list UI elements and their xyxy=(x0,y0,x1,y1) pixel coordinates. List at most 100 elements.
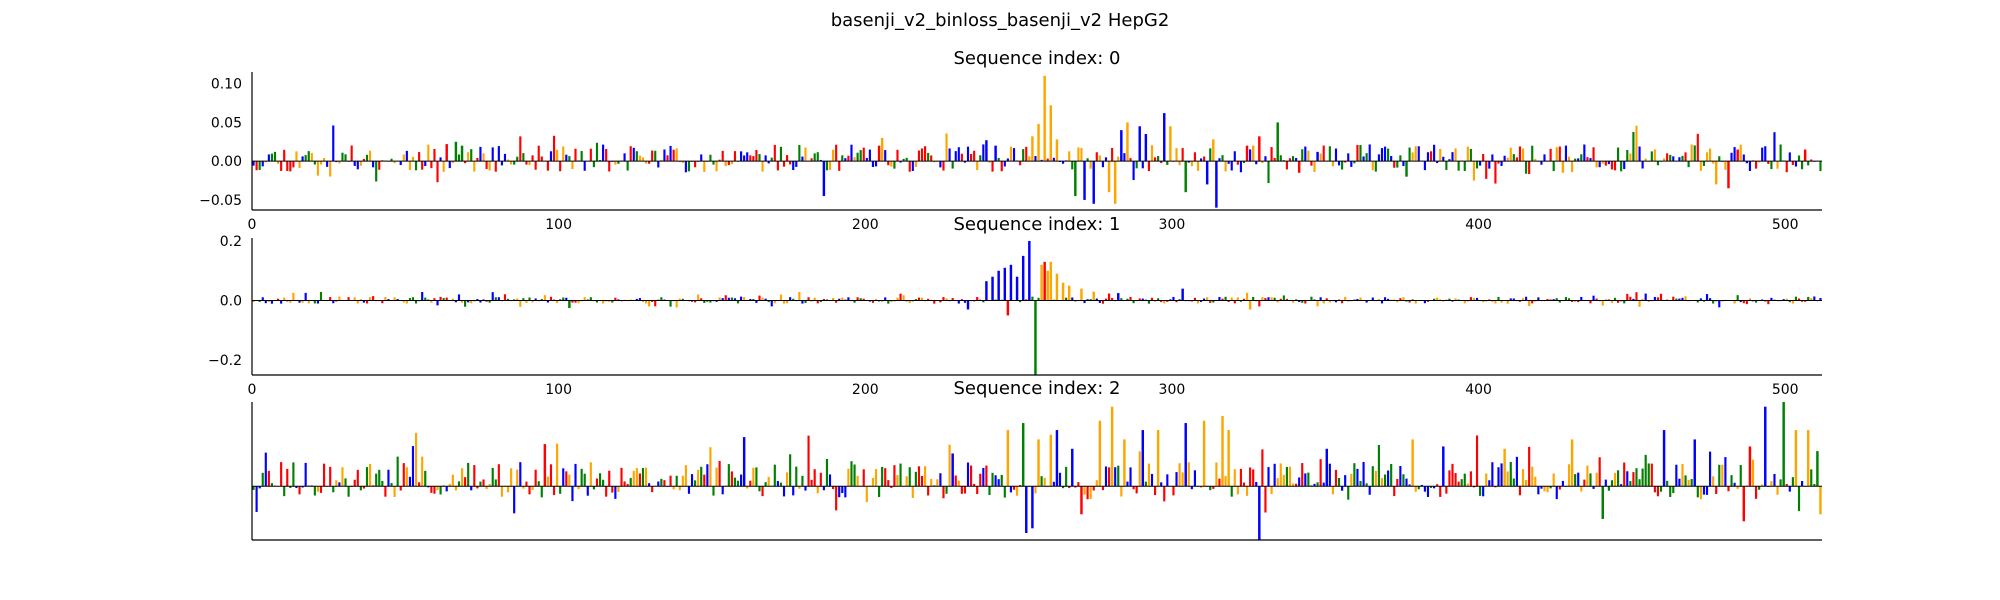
logo-glyph xyxy=(1019,485,1022,487)
logo-glyph xyxy=(1086,158,1089,162)
logo-glyph xyxy=(951,161,954,169)
logo-glyph xyxy=(758,486,761,492)
logo-glyph xyxy=(286,161,289,172)
logo-feature-20 xyxy=(1227,430,1230,487)
logo-glyph xyxy=(881,300,884,302)
logo-glyph xyxy=(1337,298,1341,301)
logo-glyph xyxy=(1249,467,1252,487)
logo-glyph xyxy=(694,300,697,303)
logo-glyph xyxy=(448,161,451,169)
logo-glyph xyxy=(884,468,887,487)
logo-glyph xyxy=(813,297,816,301)
logo-glyph xyxy=(736,480,740,487)
logo-glyph xyxy=(608,470,611,487)
logo-glyph xyxy=(1687,480,1690,487)
logo-glyph xyxy=(1111,147,1114,162)
logo-glyph xyxy=(1678,478,1681,487)
logo-glyph xyxy=(973,150,976,162)
logo-glyph xyxy=(724,295,727,301)
logo-glyph xyxy=(1074,486,1077,488)
logo-feature-4 xyxy=(1003,267,1007,301)
logo-glyph xyxy=(559,299,562,301)
logo-glyph xyxy=(1000,161,1003,172)
logo-glyph xyxy=(1150,145,1154,162)
logo-glyph xyxy=(874,298,878,301)
logo-glyph xyxy=(1761,484,1764,487)
logo-glyph xyxy=(531,300,534,303)
logo-glyph xyxy=(519,462,522,487)
logo-glyph xyxy=(675,148,678,162)
logo-glyph xyxy=(589,297,592,301)
logo-glyph xyxy=(1531,300,1534,304)
logo-glyph xyxy=(1439,486,1442,497)
logo-glyph xyxy=(1586,157,1589,162)
logo-glyph xyxy=(1598,457,1601,487)
logo-glyph xyxy=(378,469,381,487)
logo-glyph xyxy=(1393,161,1396,168)
logo-glyph xyxy=(1181,148,1184,162)
logo-glyph xyxy=(482,479,485,487)
logo-glyph xyxy=(819,300,822,303)
logo-glyph xyxy=(838,298,841,301)
logo-feature-25 xyxy=(1503,448,1506,487)
y-tick-label: 0.2 xyxy=(220,234,242,250)
logo-glyph xyxy=(1031,296,1034,301)
logo-glyph xyxy=(1377,445,1380,487)
logo-glyph xyxy=(994,475,997,487)
logo-glyph xyxy=(1212,300,1215,303)
logo-glyph xyxy=(1567,156,1571,162)
logo-glyph xyxy=(1546,486,1549,493)
logo-glyph xyxy=(1589,473,1592,487)
logo-glyph xyxy=(1267,467,1270,487)
logo-glyph xyxy=(733,298,737,301)
logo-glyph xyxy=(1518,486,1522,496)
logo-glyph xyxy=(1475,297,1479,301)
logo-glyph xyxy=(510,468,513,487)
logo-glyph xyxy=(1393,299,1396,301)
logo-glyph xyxy=(1359,145,1362,162)
logo-glyph xyxy=(1224,161,1227,172)
logo-glyph xyxy=(1610,300,1614,303)
logo-glyph xyxy=(583,161,586,171)
logo-glyph xyxy=(1402,297,1405,301)
logo-glyph xyxy=(460,468,464,487)
logo-glyph xyxy=(644,300,648,304)
logo-glyph xyxy=(1086,298,1089,301)
logo-glyph xyxy=(482,153,485,162)
logo-glyph xyxy=(467,462,470,487)
logo-glyph xyxy=(525,300,528,303)
logo-glyph xyxy=(1380,478,1384,487)
logo-glyph xyxy=(1160,161,1163,164)
logo-glyph xyxy=(500,161,503,166)
logo-glyph xyxy=(292,462,295,487)
logo-glyph xyxy=(927,298,930,301)
logo-feature-13 xyxy=(1110,406,1114,487)
logo-glyph xyxy=(1675,464,1678,487)
logo-glyph xyxy=(1061,486,1065,489)
logo-feature-19 xyxy=(1221,416,1224,487)
logo-glyph xyxy=(1506,300,1509,304)
logo-glyph xyxy=(614,161,617,165)
logo-glyph xyxy=(571,300,574,303)
logo-glyph xyxy=(617,486,620,493)
logo-glyph xyxy=(930,478,933,487)
logo-glyph xyxy=(694,161,697,168)
logo-glyph xyxy=(887,480,890,487)
logo-glyph xyxy=(424,470,427,487)
logo-glyph xyxy=(421,291,424,301)
logo-glyph xyxy=(1748,161,1752,172)
logo-glyph xyxy=(1702,300,1706,302)
logo-glyph xyxy=(316,486,319,492)
logo-glyph xyxy=(1368,486,1371,495)
logo-glyph xyxy=(408,476,411,487)
logo-glyph xyxy=(445,297,448,301)
logo-glyph xyxy=(1190,486,1193,490)
logo-glyph xyxy=(1242,161,1246,163)
logo-glyph xyxy=(1209,300,1212,303)
logo-glyph xyxy=(798,145,801,162)
logo-glyph xyxy=(752,467,755,487)
logo-glyph xyxy=(862,147,865,162)
logo-glyph xyxy=(930,155,933,162)
logo-glyph xyxy=(1104,466,1108,487)
logo-feature-15 xyxy=(1141,430,1145,487)
